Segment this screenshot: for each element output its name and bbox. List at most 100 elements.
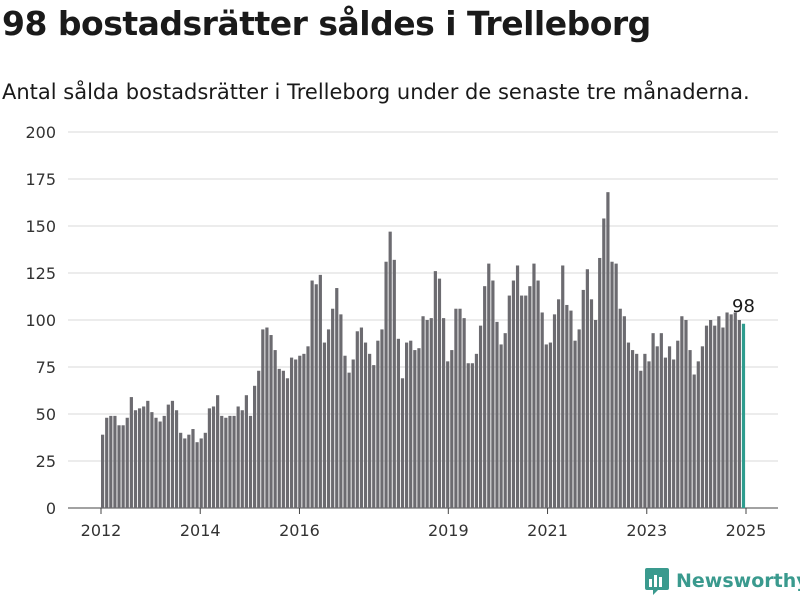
bar	[725, 312, 729, 508]
bar	[655, 346, 659, 508]
bar	[713, 325, 717, 508]
bar	[224, 417, 228, 508]
y-tick-label: 25	[36, 452, 56, 471]
page-subtitle: Antal sålda bostadsrätter i Trelleborg u…	[2, 80, 750, 104]
bar	[696, 361, 700, 508]
bar	[622, 316, 626, 508]
bar	[577, 329, 581, 508]
bar	[232, 415, 236, 508]
bar	[614, 263, 618, 508]
bar	[548, 342, 552, 508]
x-tick-label: 2012	[81, 521, 122, 540]
bar	[635, 353, 639, 508]
bar	[470, 363, 474, 508]
y-tick-label: 100	[25, 311, 56, 330]
bar	[507, 295, 511, 508]
bar	[207, 408, 212, 508]
bar	[183, 438, 187, 508]
bar	[236, 406, 240, 508]
bar	[446, 361, 450, 508]
bar	[499, 344, 503, 508]
data-labels: 98	[732, 296, 755, 317]
bar	[400, 378, 405, 508]
bar	[676, 340, 680, 508]
bar	[733, 312, 737, 508]
x-axis: 2012 2014 2016 2019 2021 2023 2025	[81, 508, 766, 540]
bar	[162, 415, 166, 508]
bar	[557, 299, 561, 508]
bar	[495, 321, 499, 508]
y-tick-label: 50	[36, 405, 56, 424]
bar	[121, 425, 125, 508]
bar	[248, 415, 253, 508]
bar	[647, 361, 651, 508]
bar	[672, 359, 676, 508]
bar	[552, 314, 557, 508]
bar	[322, 342, 327, 508]
bar	[133, 410, 138, 508]
bar	[454, 308, 458, 508]
y-tick-label: 175	[25, 170, 56, 189]
bar	[335, 288, 339, 508]
bar	[351, 359, 355, 508]
bar	[166, 404, 170, 508]
bar	[298, 355, 302, 508]
x-tick-label: 2021	[527, 521, 568, 540]
bar	[409, 340, 413, 508]
bar	[109, 415, 113, 508]
bar	[532, 263, 536, 508]
bar	[257, 370, 261, 508]
bar	[294, 359, 298, 508]
bar	[117, 425, 121, 508]
bar	[520, 295, 524, 508]
bar	[314, 284, 318, 508]
bar	[709, 320, 713, 508]
bar	[478, 325, 483, 508]
bar	[737, 320, 741, 508]
x-tick-label: 2023	[626, 521, 667, 540]
bar	[437, 278, 442, 508]
bar	[544, 344, 548, 508]
bar	[261, 329, 265, 508]
y-axis-ticks: 0 25 50 75 100 125 150 175 200	[25, 123, 56, 518]
bar	[667, 346, 672, 508]
brand-name: Newsworthy	[676, 570, 800, 592]
bar	[425, 320, 429, 508]
bar	[187, 434, 191, 508]
bar	[466, 363, 470, 508]
brand-logo: Newsworthy	[644, 566, 800, 596]
bar	[158, 421, 162, 508]
bar	[339, 314, 343, 508]
bar	[265, 327, 269, 508]
bar	[511, 280, 516, 508]
bar-chart-logo-icon	[645, 568, 669, 595]
bar	[618, 308, 622, 508]
bar	[105, 417, 109, 508]
bar	[581, 289, 585, 508]
bar	[610, 261, 614, 508]
bar	[421, 316, 425, 508]
bar	[598, 257, 602, 508]
bar	[306, 346, 310, 508]
bar	[343, 355, 347, 508]
bar	[228, 415, 232, 508]
bar	[643, 353, 647, 508]
bar	[688, 350, 692, 508]
bars	[101, 192, 746, 509]
bar	[474, 353, 479, 508]
y-tick-label: 0	[46, 499, 56, 518]
bar	[396, 338, 400, 508]
bar	[540, 312, 544, 508]
bar	[191, 429, 195, 508]
bar	[561, 265, 565, 508]
bar	[326, 329, 331, 508]
x-tick-label: 2014	[180, 521, 221, 540]
bar	[310, 280, 314, 508]
bar	[273, 350, 277, 508]
bar	[331, 308, 335, 508]
bar	[684, 320, 688, 508]
bar	[125, 417, 129, 508]
bar	[589, 299, 594, 508]
bar	[729, 314, 733, 508]
